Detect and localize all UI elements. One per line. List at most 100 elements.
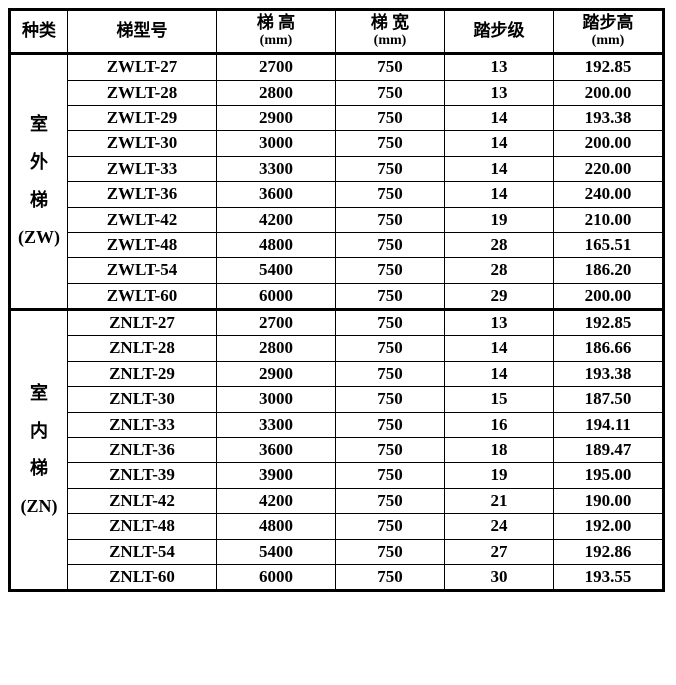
- step-height-cell: 187.50: [554, 387, 664, 412]
- table-row: ZNLT-48480075024192.00: [10, 514, 664, 539]
- table-row: ZWLT-33330075014220.00: [10, 156, 664, 181]
- model-cell: ZNLT-33: [68, 412, 217, 437]
- table-row: ZNLT-29290075014193.38: [10, 361, 664, 386]
- steps-cell: 28: [445, 258, 554, 283]
- model-cell: ZWLT-27: [68, 54, 217, 80]
- model-cell: ZNLT-48: [68, 514, 217, 539]
- steps-cell: 27: [445, 539, 554, 564]
- steps-cell: 28: [445, 232, 554, 257]
- width-cell: 750: [336, 310, 445, 336]
- step-height-cell: 200.00: [554, 283, 664, 309]
- width-cell: 750: [336, 131, 445, 156]
- height-cell: 3000: [217, 387, 336, 412]
- model-cell: ZWLT-30: [68, 131, 217, 156]
- model-cell: ZNLT-28: [68, 336, 217, 361]
- table-row: ZNLT-28280075014186.66: [10, 336, 664, 361]
- width-cell: 750: [336, 361, 445, 386]
- table-row: ZWLT-29290075014193.38: [10, 105, 664, 130]
- width-cell: 750: [336, 105, 445, 130]
- height-cell: 3000: [217, 131, 336, 156]
- width-cell: 750: [336, 207, 445, 232]
- steps-cell: 14: [445, 361, 554, 386]
- model-cell: ZWLT-54: [68, 258, 217, 283]
- category-code: (ZW): [18, 227, 60, 249]
- category-char: 梯: [30, 458, 48, 480]
- table-row: ZNLT-36360075018189.47: [10, 438, 664, 463]
- step-height-cell: 193.38: [554, 105, 664, 130]
- width-cell: 750: [336, 54, 445, 80]
- model-cell: ZNLT-29: [68, 361, 217, 386]
- steps-cell: 16: [445, 412, 554, 437]
- width-cell: 750: [336, 412, 445, 437]
- step-height-cell: 190.00: [554, 488, 664, 513]
- table-row: ZNLT-60600075030193.55: [10, 565, 664, 591]
- model-cell: ZNLT-39: [68, 463, 217, 488]
- col-steps: 踏步级: [445, 10, 554, 54]
- step-height-cell: 210.00: [554, 207, 664, 232]
- table-row: 室内梯(ZN)ZNLT-27270075013192.85: [10, 310, 664, 336]
- width-cell: 750: [336, 514, 445, 539]
- width-cell: 750: [336, 232, 445, 257]
- steps-cell: 13: [445, 54, 554, 80]
- model-cell: ZNLT-60: [68, 565, 217, 591]
- model-cell: ZNLT-36: [68, 438, 217, 463]
- height-cell: 3300: [217, 156, 336, 181]
- header-row: 种类 梯型号 梯 高 (mm) 梯 宽 (mm) 踏步级 踏步高 (mm): [10, 10, 664, 54]
- model-cell: ZWLT-29: [68, 105, 217, 130]
- model-cell: ZNLT-30: [68, 387, 217, 412]
- steps-cell: 14: [445, 105, 554, 130]
- steps-cell: 21: [445, 488, 554, 513]
- model-cell: ZWLT-60: [68, 283, 217, 309]
- steps-cell: 14: [445, 156, 554, 181]
- table-row: 室外梯(ZW)ZWLT-27270075013192.85: [10, 54, 664, 80]
- table-row: ZNLT-54540075027192.86: [10, 539, 664, 564]
- height-cell: 6000: [217, 565, 336, 591]
- step-height-cell: 220.00: [554, 156, 664, 181]
- step-height-cell: 186.20: [554, 258, 664, 283]
- category-cell: 室外梯 (ZW): [10, 54, 68, 310]
- height-cell: 5400: [217, 258, 336, 283]
- col-step-height: 踏步高 (mm): [554, 10, 664, 54]
- steps-cell: 19: [445, 207, 554, 232]
- category-cell: 室内梯(ZN): [10, 310, 68, 591]
- height-cell: 2900: [217, 361, 336, 386]
- step-height-cell: 240.00: [554, 182, 664, 207]
- width-cell: 750: [336, 156, 445, 181]
- steps-cell: 24: [445, 514, 554, 539]
- col-step-height-label: 踏步高: [558, 13, 658, 33]
- width-cell: 750: [336, 463, 445, 488]
- step-height-cell: 192.86: [554, 539, 664, 564]
- model-cell: ZNLT-27: [68, 310, 217, 336]
- category-char: 室: [30, 114, 48, 136]
- step-height-cell: 165.51: [554, 232, 664, 257]
- col-model: 梯型号: [68, 10, 217, 54]
- category-char: 室: [30, 383, 48, 405]
- width-cell: 750: [336, 336, 445, 361]
- model-cell: ZWLT-36: [68, 182, 217, 207]
- height-cell: 2700: [217, 54, 336, 80]
- model-cell: ZWLT-48: [68, 232, 217, 257]
- height-cell: 4200: [217, 207, 336, 232]
- table-row: ZWLT-54540075028186.20: [10, 258, 664, 283]
- height-cell: 2800: [217, 80, 336, 105]
- category-char: 外: [30, 152, 48, 174]
- steps-cell: 14: [445, 182, 554, 207]
- model-cell: ZNLT-42: [68, 488, 217, 513]
- step-height-cell: 192.00: [554, 514, 664, 539]
- steps-cell: 29: [445, 283, 554, 309]
- category-char: 梯: [30, 190, 48, 212]
- width-cell: 750: [336, 438, 445, 463]
- height-cell: 2800: [217, 336, 336, 361]
- step-height-cell: 195.00: [554, 463, 664, 488]
- table-row: ZWLT-28280075013200.00: [10, 80, 664, 105]
- height-cell: 5400: [217, 539, 336, 564]
- steps-cell: 13: [445, 80, 554, 105]
- height-cell: 3300: [217, 412, 336, 437]
- width-cell: 750: [336, 488, 445, 513]
- col-step-height-unit: (mm): [558, 33, 658, 50]
- table-row: ZWLT-36360075014240.00: [10, 182, 664, 207]
- height-cell: 2700: [217, 310, 336, 336]
- col-width-label: 梯 宽: [340, 13, 440, 33]
- height-cell: 4800: [217, 514, 336, 539]
- width-cell: 750: [336, 80, 445, 105]
